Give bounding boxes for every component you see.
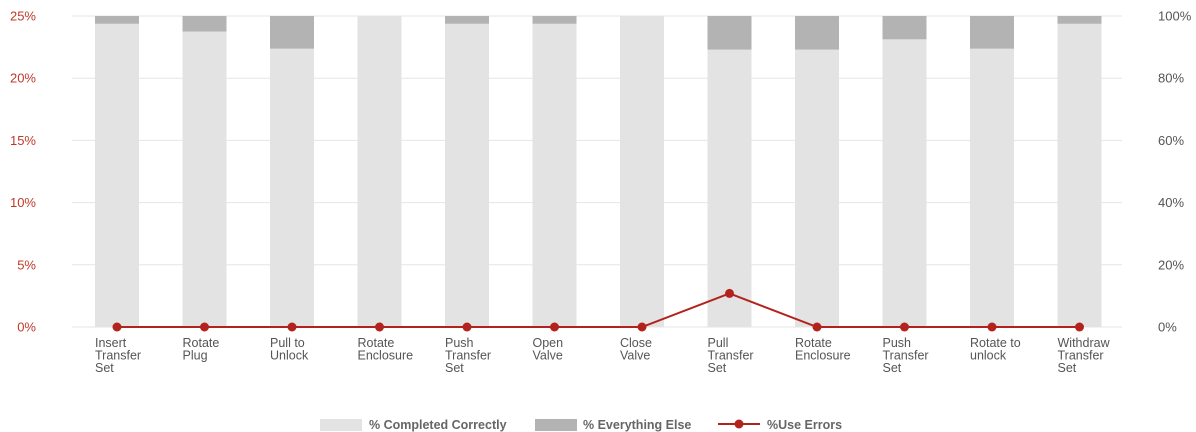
bar-everything-else: [795, 16, 839, 50]
bar-completed-correctly: [620, 16, 664, 327]
bar-completed-correctly: [182, 31, 227, 328]
category-labels: Insert Transfer Set Rotate Plug Pull to Unlock…: [95, 336, 1111, 375]
right-axis-tick-label: 60%: [1158, 133, 1184, 148]
bar-completed-correctly: [970, 48, 1014, 327]
left-axis-tick-label: 0%: [17, 320, 36, 335]
use-errors-point: [987, 322, 997, 332]
bar-everything-else: [95, 16, 139, 24]
bar-completed-correctly: [270, 48, 314, 327]
right-axis-tick-label: 20%: [1158, 257, 1184, 272]
use-errors-point: [900, 322, 909, 332]
use-errors-point: [812, 322, 822, 332]
use-errors-point: [287, 322, 297, 332]
use-errors-point: [375, 322, 384, 332]
use-errors-point: [637, 322, 647, 332]
bar-everything-else: [182, 16, 227, 32]
left-axis-tick-label: 10%: [10, 195, 36, 210]
category-label: Withdraw Transfer Set: [1058, 336, 1111, 375]
use-errors-point: [550, 322, 559, 332]
legend-swatch-everything-else: [535, 419, 577, 431]
category-label: Pull to Unlock: [270, 336, 309, 363]
gridlines: [72, 15, 1122, 328]
use-errors-point: [725, 288, 734, 298]
use-errors-point: [1075, 322, 1084, 332]
bar-everything-else: [532, 16, 577, 24]
bar-everything-else: [970, 16, 1014, 49]
right-axis-tick-label: 100%: [1158, 9, 1192, 24]
legend: % Completed Correctly % Everything Else …: [320, 418, 842, 432]
bar-everything-else: [270, 16, 314, 49]
category-label: Close Valve: [620, 336, 652, 363]
bar-completed-correctly: [95, 23, 139, 328]
use-errors-point: [112, 322, 122, 332]
use-errors-line: [112, 288, 1084, 332]
legend-label-use-errors: %Use Errors: [767, 418, 842, 432]
bar-completed-correctly: [882, 39, 927, 327]
bar-everything-else: [445, 16, 489, 24]
bar-completed-correctly: [532, 23, 577, 328]
category-label: Insert Transfer Set: [95, 336, 141, 375]
category-label: Rotate to unlock: [970, 336, 1021, 363]
legend-label-everything-else: % Everything Else: [583, 418, 691, 432]
bar-completed-correctly: [445, 23, 489, 328]
category-label: Pull Transfer Set: [708, 336, 754, 375]
use-errors-line-path: [117, 292, 1080, 328]
legend-swatch-completed: [320, 419, 362, 431]
bar-completed-correctly: [1057, 23, 1102, 328]
bar-completed-correctly: [795, 49, 839, 327]
category-label: Rotate Enclosure: [358, 336, 414, 363]
use-errors-point: [462, 322, 472, 332]
bar-everything-else: [1057, 16, 1102, 24]
right-axis-tick-label: 80%: [1158, 71, 1184, 86]
bar-completed-correctly: [357, 16, 402, 327]
left-axis-tick-label: 5%: [17, 257, 36, 272]
category-label: Rotate Plug: [183, 336, 220, 363]
right-axis-ticks: 0% 20% 40% 60% 80% 100%: [1158, 9, 1192, 335]
category-label: Push Transfer Set: [445, 336, 491, 375]
legend-label-completed: % Completed Correctly: [369, 418, 507, 432]
right-axis-tick-label: 0%: [1158, 320, 1177, 335]
right-axis-tick-label: 40%: [1158, 195, 1184, 210]
bar-completed-correctly: [707, 49, 752, 327]
category-label: Open Valve: [533, 336, 564, 363]
left-axis-tick-label: 15%: [10, 133, 36, 148]
category-label: Rotate Enclosure: [795, 336, 851, 363]
bar-everything-else: [882, 16, 927, 40]
bar-everything-else: [707, 16, 752, 50]
bars: [95, 16, 1102, 328]
legend-swatch-use-errors-marker: [734, 419, 744, 429]
left-axis-ticks: 0% 5% 10% 15% 20% 25%: [10, 9, 36, 335]
use-errors-point: [200, 322, 209, 332]
category-label: Push Transfer Set: [883, 336, 929, 375]
left-axis-tick-label: 20%: [10, 71, 36, 86]
left-axis-tick-label: 25%: [10, 9, 36, 24]
